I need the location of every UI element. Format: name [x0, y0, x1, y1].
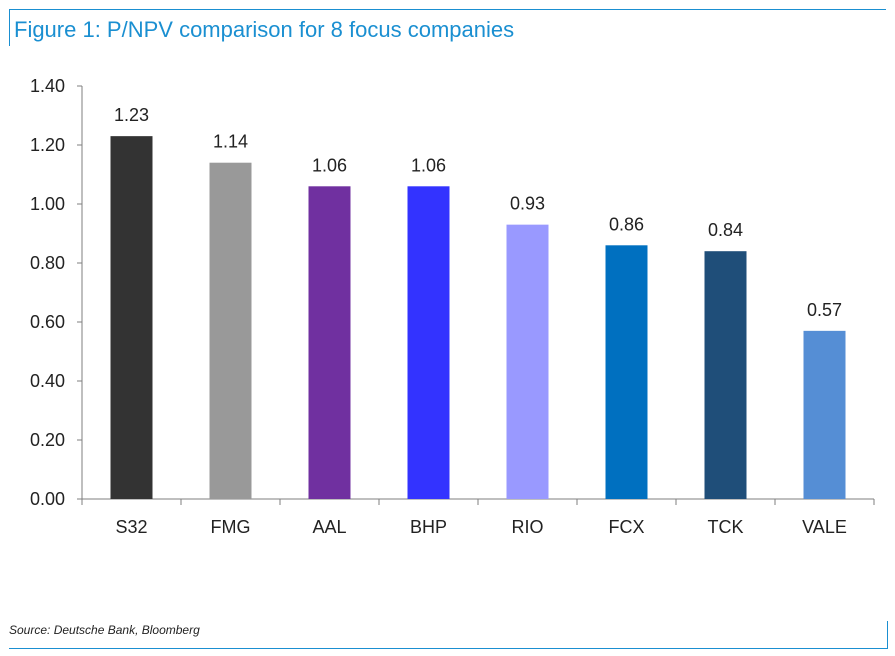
y-tick-label: 0.20 [30, 430, 65, 450]
data-label: 1.23 [114, 105, 149, 125]
data-label: 0.57 [807, 300, 842, 320]
data-label: 1.06 [411, 155, 446, 175]
bar-s32 [110, 136, 153, 499]
bar-bhp [407, 186, 450, 500]
bar-vale [803, 330, 846, 499]
top-rule [9, 9, 886, 10]
y-tick-label: 0.00 [30, 489, 65, 509]
bar-fcx [605, 245, 648, 499]
data-label: 0.93 [510, 194, 545, 214]
x-tick-label: VALE [802, 517, 847, 537]
source-note: Source: Deutsche Bank, Bloomberg [9, 623, 200, 637]
source-accent-bar [887, 621, 888, 649]
data-label: 0.86 [609, 214, 644, 234]
y-tick-label: 1.00 [30, 194, 65, 214]
bar-fmg [209, 162, 252, 499]
x-tick-label: FCX [609, 517, 645, 537]
bar-aal [308, 186, 351, 500]
bottom-rule [9, 648, 888, 649]
y-tick-label: 1.40 [30, 76, 65, 96]
x-tick-label: FMG [211, 517, 251, 537]
title-accent-bar [9, 9, 10, 46]
x-tick-label: S32 [115, 517, 147, 537]
data-label: 1.14 [213, 132, 248, 152]
data-label: 0.84 [708, 220, 743, 240]
bar-tck [704, 251, 747, 499]
y-tick-label: 0.40 [30, 371, 65, 391]
y-tick-label: 0.60 [30, 312, 65, 332]
x-tick-label: AAL [312, 517, 346, 537]
figure-title: Figure 1: P/NPV comparison for 8 focus c… [14, 17, 515, 42]
x-tick-label: BHP [410, 517, 447, 537]
bar-rio [506, 224, 549, 499]
y-tick-label: 0.80 [30, 253, 65, 273]
x-tick-label: TCK [708, 517, 744, 537]
y-tick-label: 1.20 [30, 135, 65, 155]
data-label: 1.06 [312, 155, 347, 175]
x-tick-label: RIO [511, 517, 543, 537]
